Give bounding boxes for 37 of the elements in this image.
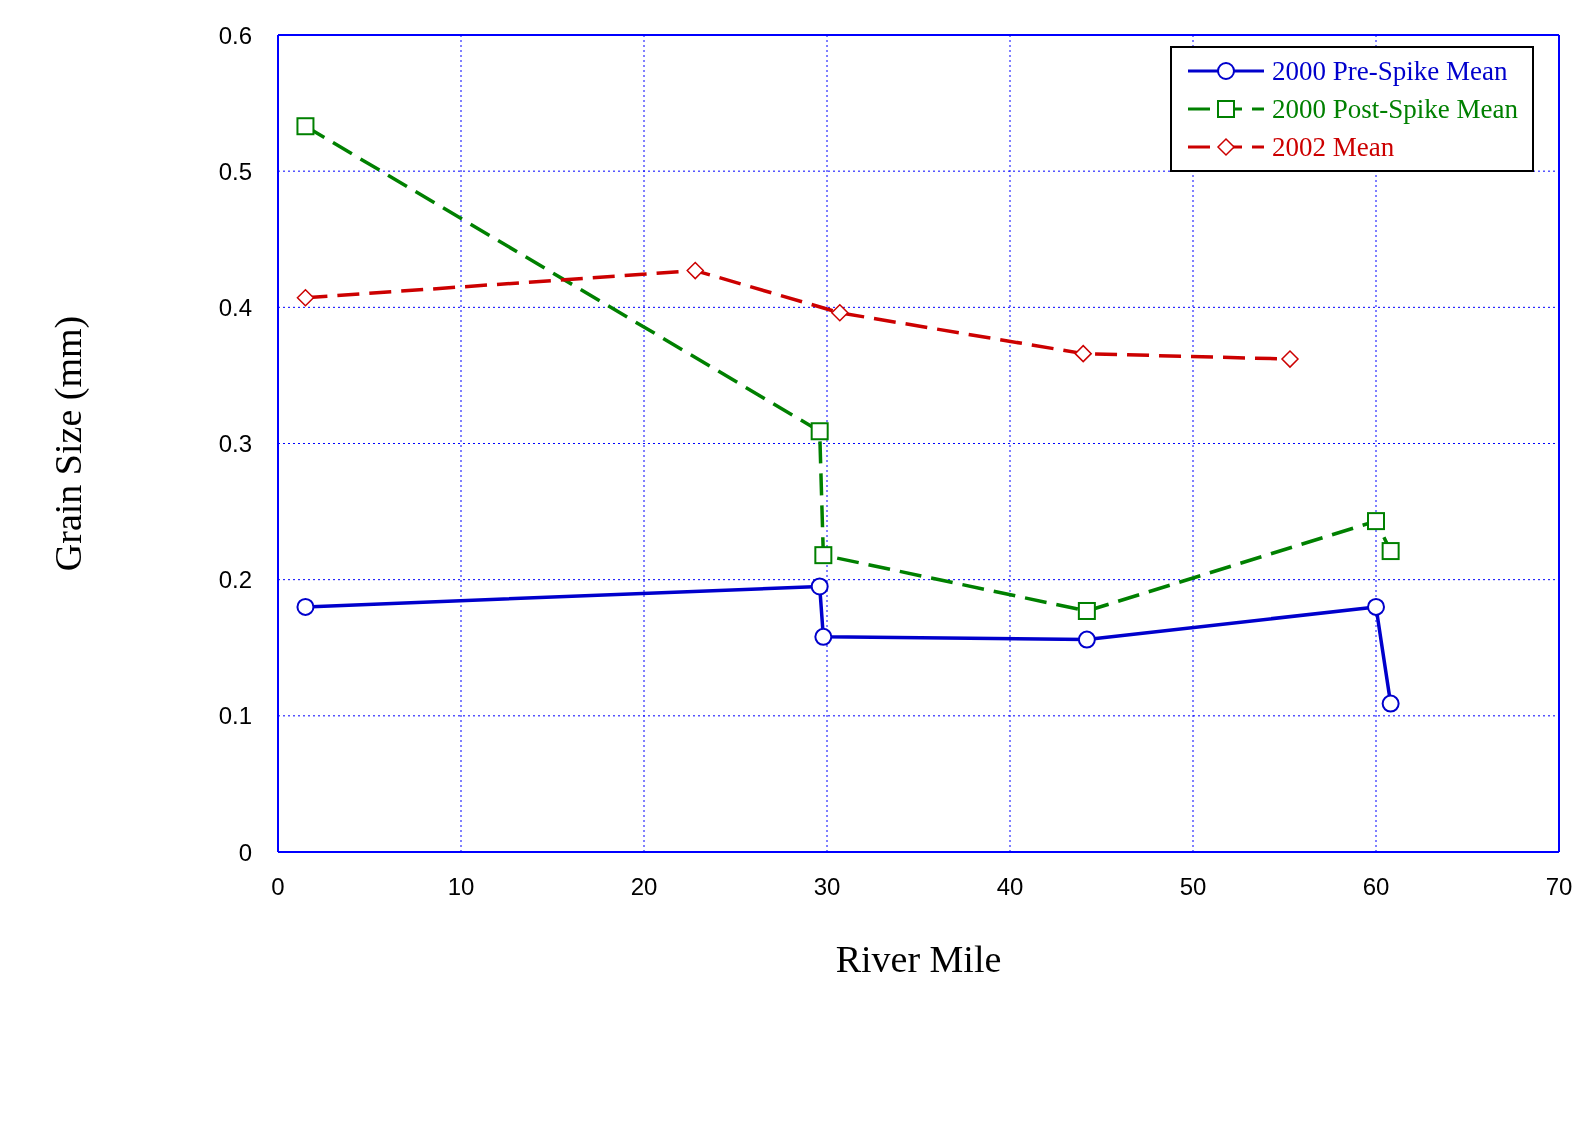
x-tick-label: 0 xyxy=(271,873,285,901)
point xyxy=(1077,630,1096,649)
point xyxy=(1074,344,1092,363)
x-tick-label: 70 xyxy=(1545,873,1573,901)
point xyxy=(1367,597,1385,616)
point xyxy=(296,117,315,136)
point xyxy=(1367,512,1385,531)
point xyxy=(814,627,833,646)
legend-label: 2002 Mean xyxy=(1272,131,1395,164)
point xyxy=(1381,694,1400,713)
legend-label: 2000 Post-Spike Mean xyxy=(1272,93,1518,126)
point xyxy=(296,289,315,307)
point xyxy=(1281,350,1299,368)
point xyxy=(686,261,704,280)
legend-label: 2000 Pre-Spike Mean xyxy=(1272,55,1508,88)
x-tick-label: 40 xyxy=(996,873,1024,901)
point xyxy=(296,597,315,616)
y-tick-label: 0.5 xyxy=(218,157,252,185)
x-axis-title: River Mile xyxy=(835,938,1002,980)
point xyxy=(1381,542,1400,561)
y-tick-label: 0.4 xyxy=(218,293,252,321)
y-tick-label: 0 xyxy=(238,838,252,866)
x-tick-label: 20 xyxy=(630,873,658,901)
x-tick-label: 10 xyxy=(447,873,475,901)
point xyxy=(1077,601,1096,620)
x-tick-label: 60 xyxy=(1362,873,1390,901)
y-tick-label: 0.6 xyxy=(218,21,252,49)
x-tick-label: 50 xyxy=(1179,873,1207,901)
y-tick-label: 0.3 xyxy=(218,430,252,458)
y-tick-label: 0.1 xyxy=(218,702,252,730)
x-tick-label: 30 xyxy=(813,873,841,901)
point xyxy=(810,422,829,441)
y-tick-label: 0.2 xyxy=(218,566,252,594)
point xyxy=(814,546,833,565)
y-axis-title: Grain Size (mm) xyxy=(47,315,91,572)
point xyxy=(810,577,829,596)
point xyxy=(831,304,849,322)
